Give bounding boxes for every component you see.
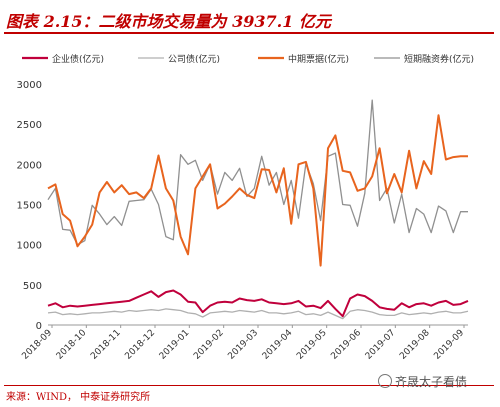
series-line (47, 99, 468, 246)
x-tick-label: 2019-07 (364, 328, 398, 362)
x-tick-label: 2019-04 (261, 328, 295, 362)
footer-rule (4, 385, 494, 386)
x-tick-label: 2019-06 (329, 328, 363, 362)
x-tick-label: 2018-10 (55, 328, 89, 362)
y-tick-label: 0 (36, 321, 42, 332)
y-tick-label: 2500 (17, 120, 42, 131)
legend-label: 公司债(亿元) (168, 53, 220, 65)
x-tick-label: 2019-09 (432, 328, 466, 362)
y-tick-label: 3000 (17, 80, 42, 91)
y-tick-label: 2000 (17, 160, 42, 171)
x-tick-label: 2018-09 (20, 328, 54, 362)
series-line (47, 308, 469, 320)
x-tick-label: 2019-05 (295, 328, 329, 362)
x-tick-label: 2019-03 (226, 328, 260, 362)
wechat-icon (378, 374, 392, 388)
watermark-text: 齐晟太子看债 (395, 375, 468, 389)
line-chart: 企业债(亿元) 公司债(亿元) 中期票据(亿元) 短期融资券(亿元) 0 500 1000 1… (17, 53, 474, 362)
legend-label: 企业债(亿元) (52, 53, 104, 65)
x-tick-label: 2018-12 (123, 328, 157, 362)
chart-title: 图表 2.15：二级市场交易量为 3937.1 亿元 (6, 12, 331, 31)
watermark: 齐晟太子看债 (378, 373, 467, 390)
x-tick-label: 2019-02 (192, 328, 226, 362)
source-note: 来源：WIND， 中泰证券研究所 (6, 392, 151, 403)
x-tick-label: 2019-08 (398, 328, 432, 362)
series-line (47, 114, 468, 267)
x-tick-label: 2018-11 (89, 328, 123, 362)
legend-label: 短期融资券(亿元) (404, 53, 474, 65)
series-line (47, 289, 469, 318)
y-tick-label: 500 (23, 281, 42, 292)
x-tick-label: 2019-01 (158, 328, 192, 362)
y-tick-label: 1000 (17, 241, 42, 252)
title-rule (4, 32, 494, 34)
legend-label: 中期票据(亿元) (288, 53, 349, 65)
y-tick-label: 1500 (17, 201, 42, 212)
